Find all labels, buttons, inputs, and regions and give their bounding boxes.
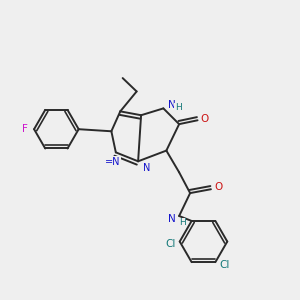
Text: Cl: Cl xyxy=(165,239,175,249)
Text: N: N xyxy=(168,100,176,110)
Text: H: H xyxy=(179,218,186,227)
Text: O: O xyxy=(201,114,209,124)
Text: N: N xyxy=(168,214,176,224)
Text: =N: =N xyxy=(105,157,121,167)
Text: F: F xyxy=(22,124,28,134)
Text: H: H xyxy=(175,103,182,112)
Text: Cl: Cl xyxy=(220,260,230,269)
Text: N: N xyxy=(143,163,150,173)
Text: O: O xyxy=(214,182,223,192)
